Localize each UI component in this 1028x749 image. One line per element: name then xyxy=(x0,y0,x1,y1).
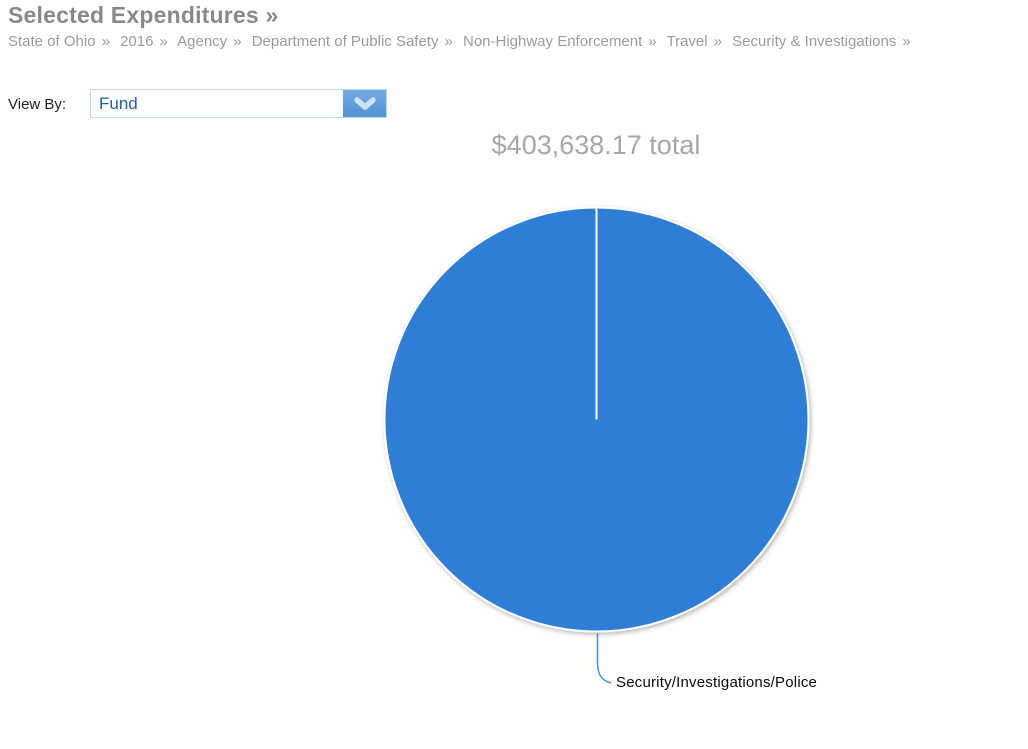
chart-total-label: $403,638.17 total xyxy=(491,130,701,160)
pie-chart: Security/Investigations/Police xyxy=(383,206,817,691)
page-title: Selected Expenditures » xyxy=(8,2,279,28)
breadcrumb-item-agency[interactable]: Agency xyxy=(177,33,228,50)
view-by-dropdown-value[interactable]: Fund xyxy=(99,93,138,113)
breadcrumb-separator: » xyxy=(444,33,453,50)
view-by-dropdown[interactable]: Fund xyxy=(90,89,387,118)
pie-slice-label: Security/Investigations/Police xyxy=(616,674,817,691)
breadcrumb-separator: » xyxy=(713,33,722,50)
breadcrumb-separator: » xyxy=(101,33,110,50)
breadcrumb-separator: » xyxy=(902,33,911,50)
breadcrumb-separator: » xyxy=(648,33,657,50)
breadcrumb: State of Ohio » 2016 » Agency » Department … xyxy=(8,33,917,50)
breadcrumb-separator: » xyxy=(159,33,168,50)
breadcrumb-item-department[interactable]: Department of Public Safety xyxy=(251,33,439,50)
breadcrumb-item-category[interactable]: Travel xyxy=(666,33,708,50)
chevron-down-icon xyxy=(353,96,376,110)
breadcrumb-item-program[interactable]: Security & Investigations xyxy=(732,33,897,50)
breadcrumb-separator: » xyxy=(233,33,242,50)
breadcrumb-item-year[interactable]: 2016 xyxy=(120,33,154,50)
pie-slices[interactable] xyxy=(383,206,810,633)
data-label-connector xyxy=(596,633,612,684)
view-by-dropdown-button[interactable] xyxy=(343,90,386,117)
breadcrumb-item-state-of-ohio[interactable]: State of Ohio xyxy=(8,33,96,50)
breadcrumb-item-division[interactable]: Non-Highway Enforcement xyxy=(462,33,643,50)
view-by-label: View By: xyxy=(8,96,67,113)
